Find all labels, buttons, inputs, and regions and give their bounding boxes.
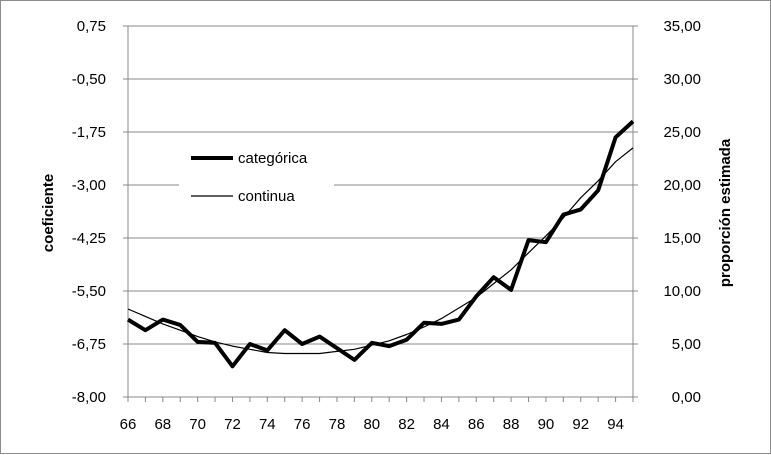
series-categorica-line bbox=[126, 119, 635, 369]
left-tick-label: -4,25 bbox=[72, 230, 106, 247]
x-tick-label: 90 bbox=[538, 416, 555, 433]
right-tick-label: 0,00 bbox=[672, 389, 701, 406]
x-tick-label: 78 bbox=[329, 416, 346, 433]
right-axis-title: proporción estimada bbox=[717, 138, 734, 287]
left-tick-label: -3,00 bbox=[72, 177, 106, 194]
x-tick-label: 68 bbox=[154, 416, 171, 433]
legend-label: continua bbox=[238, 188, 295, 205]
left-tick-label: -8,00 bbox=[72, 389, 106, 406]
right-tick-label: 10,00 bbox=[663, 283, 701, 300]
x-tick-label: 72 bbox=[224, 416, 241, 433]
x-tick-label: 92 bbox=[572, 416, 589, 433]
x-tick-label: 88 bbox=[503, 416, 520, 433]
legend-label: categórica bbox=[238, 150, 308, 167]
right-tick-label: 15,00 bbox=[663, 230, 701, 247]
right-tick-label: 25,00 bbox=[663, 124, 701, 141]
x-tick-label: 66 bbox=[120, 416, 137, 433]
right-axis-ticks: 35,00 30,00 25,00 20,00 15,00 10,00 5,00 0,00 bbox=[633, 18, 701, 406]
left-tick-label: 0,75 bbox=[77, 18, 106, 35]
x-tick-label: 86 bbox=[468, 416, 485, 433]
x-tick-label: 82 bbox=[398, 416, 415, 433]
x-tick-label: 76 bbox=[294, 416, 311, 433]
left-tick-label: -0,50 bbox=[72, 71, 106, 88]
left-axis-ticks: 0,75 -0,50 -1,75 -3,00 -4,25 -5,50 -6,75 -8,00 bbox=[72, 18, 128, 406]
left-axis-title: coeficiente bbox=[40, 174, 57, 252]
x-tick-label: 94 bbox=[607, 416, 624, 433]
left-tick-label: -6,75 bbox=[72, 336, 106, 353]
legend: categórica continua bbox=[179, 141, 334, 211]
legend-box bbox=[179, 141, 334, 211]
axis-titles: coeficiente proporción estimada bbox=[40, 138, 734, 287]
x-tick-label: 84 bbox=[433, 416, 450, 433]
right-tick-label: 30,00 bbox=[663, 71, 701, 88]
series-continua-line bbox=[127, 147, 634, 355]
left-tick-label: -1,75 bbox=[72, 124, 106, 141]
x-tick-label: 80 bbox=[363, 416, 380, 433]
right-tick-label: 20,00 bbox=[663, 177, 701, 194]
x-tick-label: 70 bbox=[189, 416, 206, 433]
right-tick-label: 35,00 bbox=[663, 18, 701, 35]
right-tick-label: 5,00 bbox=[672, 336, 701, 353]
series-lines bbox=[126, 119, 635, 369]
left-tick-label: -5,50 bbox=[72, 283, 106, 300]
axes bbox=[127, 26, 634, 398]
x-tick-label: 74 bbox=[259, 416, 276, 433]
x-axis-ticks: 66 68 70 72 74 76 78 80 82 84 86 88 90 92 94 bbox=[120, 397, 634, 433]
